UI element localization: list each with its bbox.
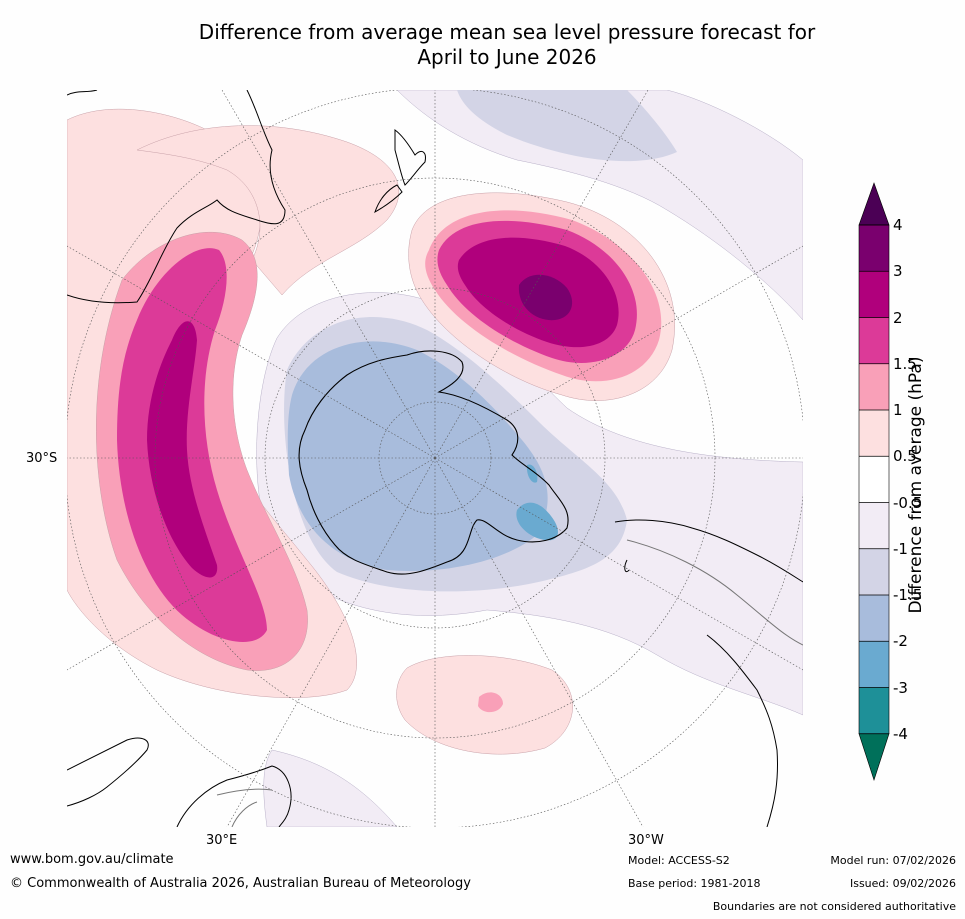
- colorbar-under-arrow: [858, 733, 890, 781]
- colorbar-band-neutral: [859, 456, 889, 503]
- title-line-2: April to June 2026: [417, 45, 597, 69]
- colorbar-band-3-4: [859, 225, 889, 272]
- colorbar-tick-label: 3: [893, 262, 903, 280]
- map-svg: [67, 90, 803, 827]
- colorbar-tick-label: -4: [893, 725, 908, 743]
- title-line-1: Difference from average mean sea level p…: [198, 20, 816, 44]
- colorbar-band-n3-n4: [859, 687, 889, 734]
- colorbar-tick-label: 2: [893, 309, 903, 327]
- pacific-positive-anomaly: [408, 192, 675, 401]
- colorbar-tick-lines: [859, 224, 889, 735]
- lat-label-30s: 30°S: [26, 451, 58, 466]
- colorbar-tick-label: -1: [893, 540, 908, 558]
- colorbar-tick-label: 1.5: [893, 355, 917, 373]
- footer-disclaimer: Boundaries are not considered authoritat…: [712, 900, 956, 913]
- colorbar-band-n1.5-n2: [859, 595, 889, 642]
- colorbar-svg: 4 3 2 1.5 1 0.5 -0.5 -1 -1.5 -2 -3 -4: [858, 182, 922, 781]
- footer-base-period: Base period: 1981-2018: [628, 877, 761, 890]
- antarctica-coastline: [298, 350, 569, 575]
- colorbar-tick-labels: 4 3 2 1.5 1 0.5 -0.5 -1 -1.5 -2 -3 -4: [893, 216, 922, 743]
- colorbar-tick-label: -2: [893, 632, 908, 650]
- colorbar: 4 3 2 1.5 1 0.5 -0.5 -1 -1.5 -2 -3 -4: [855, 180, 965, 790]
- footer-issued: Issued: 09/02/2026: [849, 877, 956, 890]
- chart-title: Difference from average mean sea level p…: [0, 20, 965, 70]
- colorbar-band-n2-n3: [859, 641, 889, 688]
- footer-copyright: © Commonwealth of Australia 2026, Austra…: [10, 876, 471, 891]
- colorbar-tick-label: 4: [893, 216, 903, 234]
- indian-ocean-positive-anomaly: [67, 108, 400, 698]
- colorbar-tick-label: -1.5: [893, 586, 922, 604]
- colorbar-band-1.5-2: [859, 317, 889, 364]
- southern-ocean-negative-bands: [284, 90, 677, 592]
- australia-coastline: [67, 90, 286, 304]
- lon-label-30w: 30°W: [628, 833, 664, 848]
- colorbar-band-1-1.5: [859, 363, 889, 410]
- africa-coastline: [67, 737, 292, 827]
- footer-url[interactable]: www.bom.gov.au/climate: [10, 852, 174, 867]
- footer-model-run: Model run: 07/02/2026: [830, 854, 956, 867]
- colorbar-band-n1-n1.5: [859, 548, 889, 595]
- colorbar-over-arrow: [858, 182, 890, 226]
- atlantic-positive-anomaly: [396, 655, 573, 755]
- graticule: [67, 90, 803, 827]
- anomaly-map: [67, 90, 803, 827]
- colorbar-tick-label: -3: [893, 679, 908, 697]
- colorbar-band-n0.5-n1: [859, 502, 889, 549]
- new-zealand-coastline: [374, 129, 426, 214]
- colorbar-title: Difference from average (hPa): [906, 356, 926, 614]
- lon-label-30e: 30°E: [206, 833, 238, 848]
- colorbar-tick-label: 1: [893, 401, 903, 419]
- colorbar-band-0.5-1: [859, 410, 889, 457]
- south-america-coastline: [614, 519, 803, 827]
- colorbar-tick-label: -0.5: [893, 494, 922, 512]
- footer-model: Model: ACCESS-S2: [628, 854, 730, 867]
- colorbar-band-2-3: [859, 271, 889, 318]
- colorbar-tick-label: 0.5: [893, 447, 917, 465]
